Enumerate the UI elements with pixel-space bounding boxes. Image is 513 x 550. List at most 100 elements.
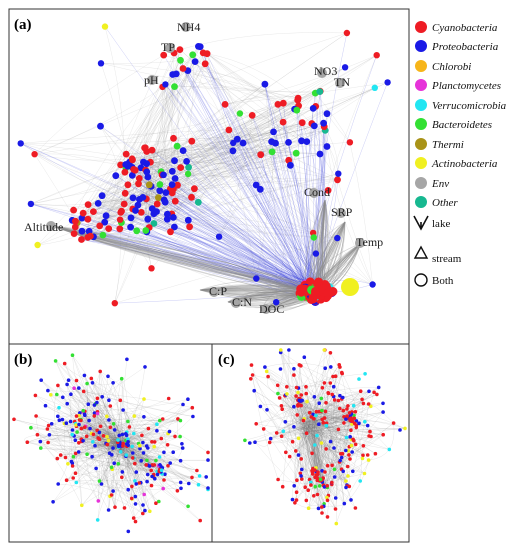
legend-swatch-planctomycetes — [415, 79, 427, 91]
otu-node — [82, 412, 87, 417]
network-edge — [309, 433, 324, 479]
otu-node — [373, 52, 380, 59]
otu-node — [295, 413, 300, 417]
network-edge — [53, 442, 144, 502]
otu-node — [65, 401, 69, 406]
network-edge — [107, 440, 119, 464]
network-edge — [243, 142, 338, 180]
network-edge — [81, 444, 125, 506]
otu-node — [92, 411, 97, 415]
otu-node — [112, 461, 116, 466]
otu-node — [74, 480, 79, 485]
otu-node — [349, 443, 354, 448]
network-edge — [324, 349, 348, 410]
network-edge — [302, 422, 336, 499]
otu-node — [146, 446, 150, 450]
otu-node — [141, 440, 145, 445]
network-edge — [75, 473, 145, 495]
otu-node — [194, 198, 202, 206]
network-edge — [267, 376, 318, 475]
otu-node — [287, 454, 292, 459]
network-edge — [312, 426, 347, 482]
network-edge — [36, 415, 120, 447]
otu-node — [148, 265, 155, 272]
network-edge — [131, 86, 175, 159]
network-edge — [73, 388, 117, 444]
otu-node — [317, 422, 321, 427]
otu-node — [323, 470, 327, 474]
otu-node — [81, 408, 85, 413]
network-edge — [113, 441, 145, 495]
network-edge — [282, 365, 302, 487]
otu-node — [328, 381, 333, 385]
otu-node — [315, 478, 320, 483]
otu-node — [325, 495, 329, 500]
network-edge — [279, 397, 304, 426]
otu-node — [372, 390, 376, 395]
network-edge — [175, 129, 230, 202]
otu-node — [133, 227, 141, 235]
network-edge — [165, 202, 316, 295]
network-edge — [128, 445, 201, 521]
network-edge — [313, 479, 321, 490]
otu-node — [142, 492, 146, 497]
otu-node — [128, 172, 136, 179]
network-edge — [237, 139, 309, 295]
otu-node — [353, 506, 358, 510]
network-edge — [314, 424, 365, 474]
network-edge — [83, 130, 326, 214]
network-edge — [146, 231, 308, 296]
network-edge — [127, 446, 145, 495]
network-edge — [306, 400, 339, 431]
otu-node — [73, 438, 78, 443]
network-edge — [173, 188, 220, 237]
network-edge — [308, 424, 328, 501]
network-edge — [313, 424, 345, 504]
otu-node — [56, 383, 60, 388]
otu-node — [131, 456, 135, 460]
network-edge — [287, 349, 300, 433]
network-edge — [310, 425, 335, 470]
network-edge — [306, 417, 323, 480]
network-edge — [316, 418, 328, 498]
network-edge — [90, 193, 126, 237]
otu-node — [215, 233, 223, 240]
network-edge — [20, 143, 175, 228]
network-edge — [349, 142, 373, 285]
network-edge — [35, 415, 58, 459]
env-node — [336, 208, 346, 218]
otu-node — [351, 403, 356, 408]
otu-node — [70, 206, 77, 214]
otu-node — [66, 378, 71, 383]
otu-node — [295, 478, 299, 483]
network-edge — [90, 143, 276, 237]
network-edge — [237, 139, 312, 296]
otu-node — [296, 436, 301, 441]
network-edge — [304, 410, 344, 433]
otu-node — [309, 415, 314, 419]
otu-node — [149, 468, 153, 473]
network-edge — [174, 91, 320, 161]
network-edge — [129, 68, 184, 163]
network-edge — [164, 199, 312, 294]
network-edge — [312, 55, 377, 233]
network-edge — [110, 457, 152, 471]
network-edge — [77, 222, 316, 301]
otu-node — [43, 403, 48, 408]
network-edge — [205, 63, 307, 142]
network-edge — [113, 446, 122, 508]
network-edge — [330, 430, 352, 483]
network-edge — [114, 434, 127, 456]
otu-node — [134, 482, 138, 486]
network-edge — [72, 442, 123, 464]
network-edge — [199, 46, 311, 292]
network-edge — [49, 431, 170, 439]
network-edge — [254, 419, 313, 443]
network-edge — [188, 108, 314, 168]
network-edge — [327, 420, 352, 486]
otu-node — [94, 200, 102, 207]
otu-node — [285, 139, 292, 146]
network-edge — [121, 211, 314, 238]
otu-node — [145, 181, 153, 189]
network-edge — [127, 184, 323, 292]
